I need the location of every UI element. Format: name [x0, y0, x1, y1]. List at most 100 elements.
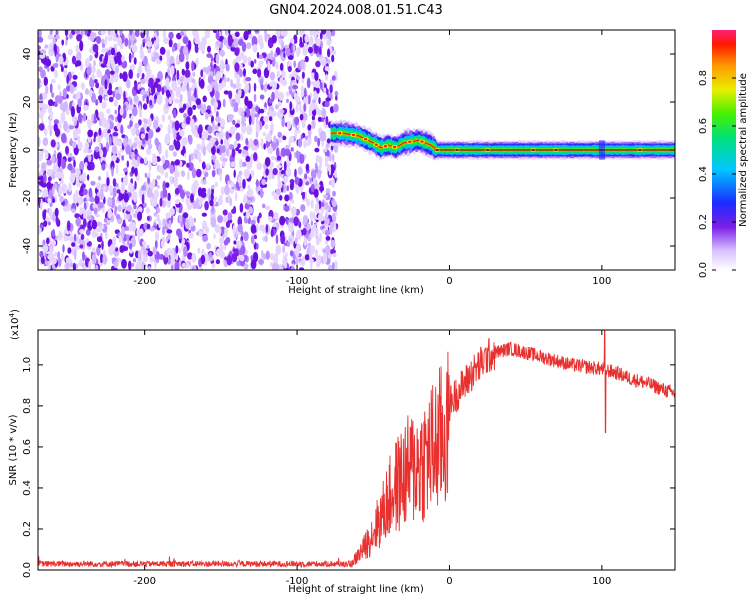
snr-ticks: -200 -100 0 100 0.0 0.2 0.4 0.6 0.8 1.0: [22, 330, 675, 587]
noise-blob: [293, 92, 298, 100]
noise-blob: [73, 233, 77, 242]
noise-blob: [304, 173, 308, 180]
noise-blob: [258, 108, 265, 114]
noise-blob: [303, 141, 307, 148]
noise-blob: [331, 213, 336, 222]
noise-blob: [223, 244, 226, 251]
noise-blob: [229, 126, 236, 136]
noise-blob: [174, 170, 181, 178]
noise-blob: [39, 109, 44, 120]
noise-blob: [153, 212, 158, 217]
noise-blob: [44, 245, 49, 251]
noise-blob: [167, 115, 172, 121]
noise-blob: [187, 200, 191, 206]
noise-blob: [88, 91, 93, 98]
noise-blob: [168, 144, 175, 151]
noise-blob: [310, 169, 317, 179]
noise-blob: [263, 30, 268, 35]
noise-blob: [208, 252, 213, 258]
noise-blob: [146, 223, 151, 230]
noise-blob: [135, 262, 140, 270]
noise-blob: [316, 155, 319, 163]
noise-blob: [264, 124, 269, 130]
noise-blob: [250, 169, 255, 178]
noise-blob: [248, 188, 254, 198]
noise-blob: [174, 98, 180, 104]
noise-blob: [107, 89, 113, 96]
noise-blob: [185, 102, 189, 109]
noise-blob: [146, 72, 152, 77]
noise-blob: [172, 108, 177, 119]
noise-blob: [53, 163, 58, 173]
noise-blob: [197, 267, 204, 270]
noise-blob: [327, 48, 331, 58]
noise-blob: [148, 160, 152, 172]
noise-blob: [245, 137, 249, 146]
noise-blob: [253, 93, 257, 102]
noise-blob: [294, 168, 297, 178]
noise-blob: [49, 110, 53, 120]
noise-blob: [239, 158, 243, 169]
noise-blob: [310, 220, 314, 227]
noise-blob: [58, 230, 63, 241]
noise-blob: [77, 98, 82, 108]
noise-blob: [250, 60, 254, 68]
noise-blob: [118, 192, 122, 202]
noise-blob: [187, 106, 193, 117]
noise-blob: [233, 240, 237, 245]
noise-blob: [207, 188, 211, 196]
noise-blob: [91, 229, 97, 239]
noise-blob: [319, 232, 322, 243]
noise-blob: [333, 103, 339, 113]
noise-blob: [279, 62, 284, 71]
noise-blob: [286, 185, 289, 192]
noise-blob: [275, 234, 279, 245]
noise-blob: [293, 216, 299, 227]
noise-blob: [107, 55, 114, 64]
snr-x-tick-label: 100: [592, 576, 611, 587]
spectrogram-x-tick-label: -200: [133, 276, 156, 287]
noise-blob: [202, 95, 207, 103]
noise-blob: [47, 176, 52, 182]
noise-blob: [47, 66, 50, 73]
noise-blob: [292, 84, 299, 90]
noise-blob: [187, 170, 190, 181]
noise-blob: [148, 143, 153, 150]
noise-blob: [330, 221, 334, 229]
noise-blob: [102, 128, 107, 138]
noise-blob: [74, 213, 80, 219]
noise-blob: [315, 37, 321, 47]
colorbar-tick-label: 0.2: [698, 214, 709, 230]
noise-blob: [266, 109, 273, 118]
noise-blob: [44, 252, 47, 258]
noise-blob: [60, 65, 64, 73]
noise-blob: [114, 207, 117, 216]
noise-blob: [61, 133, 67, 144]
spectrogram-heatmap: [38, 30, 675, 270]
noise-blob: [258, 60, 262, 69]
noise-blob: [271, 156, 277, 161]
noise-blob: [115, 116, 118, 123]
noise-blob: [303, 95, 309, 106]
noise-blob: [331, 200, 337, 208]
noise-blob: [290, 206, 297, 216]
noise-blob: [243, 68, 246, 77]
noise-blob: [139, 52, 145, 60]
noise-blob: [217, 197, 223, 206]
noise-blob: [210, 216, 217, 228]
noise-blob: [204, 30, 210, 39]
noise-blob: [319, 130, 326, 141]
noise-blob: [142, 103, 148, 110]
noise-blob: [61, 39, 64, 46]
noise-blob: [210, 155, 217, 160]
noise-blob: [72, 74, 78, 80]
noise-blob: [168, 96, 173, 105]
noise-blob: [96, 182, 101, 190]
noise-blob: [319, 32, 323, 40]
noise-blob: [95, 213, 100, 218]
noise-blob: [110, 243, 116, 251]
noise-blob: [331, 177, 335, 189]
noise-blob: [164, 171, 169, 179]
noise-blob: [244, 83, 250, 92]
noise-blob: [280, 30, 286, 37]
